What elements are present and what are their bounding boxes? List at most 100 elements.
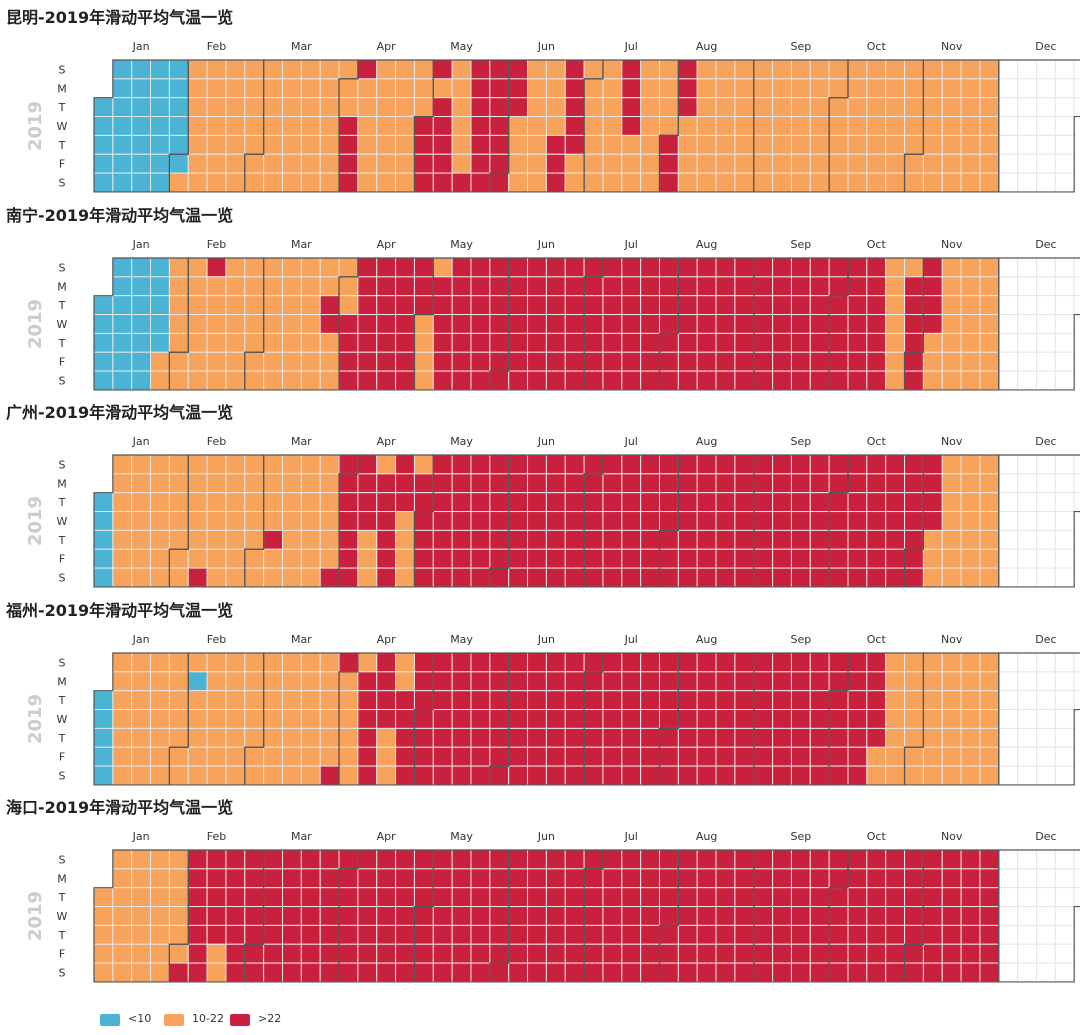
day-cell[interactable] — [206, 473, 227, 494]
day-cell[interactable] — [225, 727, 246, 748]
day-cell[interactable] — [715, 727, 736, 748]
day-cell[interactable] — [395, 351, 415, 372]
day-cell[interactable] — [621, 652, 642, 672]
day-cell[interactable] — [828, 134, 849, 155]
day-cell[interactable] — [922, 906, 943, 926]
day-cell[interactable] — [187, 943, 208, 964]
day-cell[interactable] — [357, 567, 378, 588]
day-cell[interactable] — [941, 548, 962, 569]
day-cell[interactable] — [319, 868, 340, 889]
day-cell[interactable] — [357, 652, 378, 672]
day-cell[interactable] — [677, 351, 698, 372]
day-cell[interactable] — [545, 548, 566, 569]
day-cell[interactable] — [187, 708, 208, 729]
day-cell[interactable] — [904, 351, 924, 372]
day-cell[interactable] — [715, 275, 736, 296]
day-cell[interactable] — [206, 172, 227, 193]
day-cell[interactable] — [960, 868, 981, 889]
day-cell[interactable] — [772, 351, 792, 372]
day-cell[interactable] — [150, 511, 170, 531]
day-cell[interactable] — [432, 97, 453, 118]
day-cell[interactable] — [112, 257, 133, 277]
day-cell[interactable] — [300, 78, 321, 99]
day-cell[interactable] — [357, 97, 378, 118]
day-cell[interactable] — [960, 134, 981, 155]
day-cell[interactable] — [206, 727, 227, 748]
day-cell[interactable] — [1054, 351, 1075, 372]
day-cell[interactable] — [602, 116, 623, 136]
day-cell[interactable] — [715, 906, 736, 926]
day-cell[interactable] — [941, 78, 962, 99]
day-cell[interactable] — [659, 116, 679, 136]
day-cell[interactable] — [470, 172, 491, 193]
day-cell[interactable] — [376, 924, 397, 945]
day-cell[interactable] — [1073, 97, 1080, 118]
day-cell[interactable] — [1036, 689, 1056, 710]
day-cell[interactable] — [508, 906, 529, 926]
day-cell[interactable] — [112, 567, 133, 588]
day-cell[interactable] — [866, 670, 887, 691]
day-cell[interactable] — [1017, 567, 1038, 588]
day-cell[interactable] — [225, 370, 246, 390]
day-cell[interactable] — [979, 492, 1000, 513]
day-cell[interactable] — [828, 116, 849, 136]
day-cell[interactable] — [753, 689, 774, 710]
day-cell[interactable] — [696, 370, 717, 390]
day-cell[interactable] — [659, 849, 679, 870]
day-cell[interactable] — [470, 294, 491, 315]
day-cell[interactable] — [922, 868, 943, 889]
day-cell[interactable] — [772, 370, 792, 390]
day-cell[interactable] — [941, 97, 962, 118]
day-cell[interactable] — [1073, 78, 1080, 99]
day-cell[interactable] — [1017, 511, 1038, 531]
day-cell[interactable] — [131, 473, 152, 494]
day-cell[interactable] — [187, 332, 208, 353]
day-cell[interactable] — [564, 172, 585, 193]
day-cell[interactable] — [131, 943, 152, 964]
day-cell[interactable] — [941, 765, 962, 785]
day-cell[interactable] — [734, 924, 755, 945]
day-cell[interactable] — [93, 962, 114, 983]
day-cell[interactable] — [734, 275, 755, 296]
day-cell[interactable] — [168, 492, 189, 513]
day-cell[interactable] — [564, 511, 585, 531]
day-cell[interactable] — [451, 78, 472, 99]
day-cell[interactable] — [564, 275, 585, 296]
day-cell[interactable] — [357, 924, 378, 945]
day-cell[interactable] — [659, 454, 679, 475]
day-cell[interactable] — [225, 548, 246, 569]
day-cell[interactable] — [413, 548, 434, 569]
day-cell[interactable] — [998, 351, 1019, 372]
day-cell[interactable] — [413, 492, 434, 513]
day-cell[interactable] — [395, 313, 415, 334]
day-cell[interactable] — [282, 313, 302, 334]
day-cell[interactable] — [93, 116, 114, 136]
day-cell[interactable] — [640, 473, 661, 494]
day-cell[interactable] — [206, 275, 227, 296]
day-cell[interactable] — [413, 924, 434, 945]
day-cell[interactable] — [828, 548, 849, 569]
day-cell[interactable] — [451, 511, 472, 531]
day-cell[interactable] — [904, 727, 924, 748]
day-cell[interactable] — [376, 59, 397, 80]
day-cell[interactable] — [263, 97, 283, 118]
day-cell[interactable] — [998, 727, 1019, 748]
day-cell[interactable] — [979, 567, 1000, 588]
day-cell[interactable] — [395, 172, 415, 193]
day-cell[interactable] — [338, 492, 359, 513]
day-cell[interactable] — [1036, 765, 1056, 785]
day-cell[interactable] — [602, 134, 623, 155]
day-cell[interactable] — [470, 473, 491, 494]
day-cell[interactable] — [282, 746, 302, 767]
day-cell[interactable] — [1054, 652, 1075, 672]
day-cell[interactable] — [640, 351, 661, 372]
day-cell[interactable] — [263, 529, 283, 550]
day-cell[interactable] — [1054, 78, 1075, 99]
day-cell[interactable] — [677, 849, 698, 870]
day-cell[interactable] — [1017, 313, 1038, 334]
day-cell[interactable] — [489, 548, 510, 569]
day-cell[interactable] — [960, 332, 981, 353]
day-cell[interactable] — [187, 275, 208, 296]
day-cell[interactable] — [866, 454, 887, 475]
day-cell[interactable] — [376, 548, 397, 569]
